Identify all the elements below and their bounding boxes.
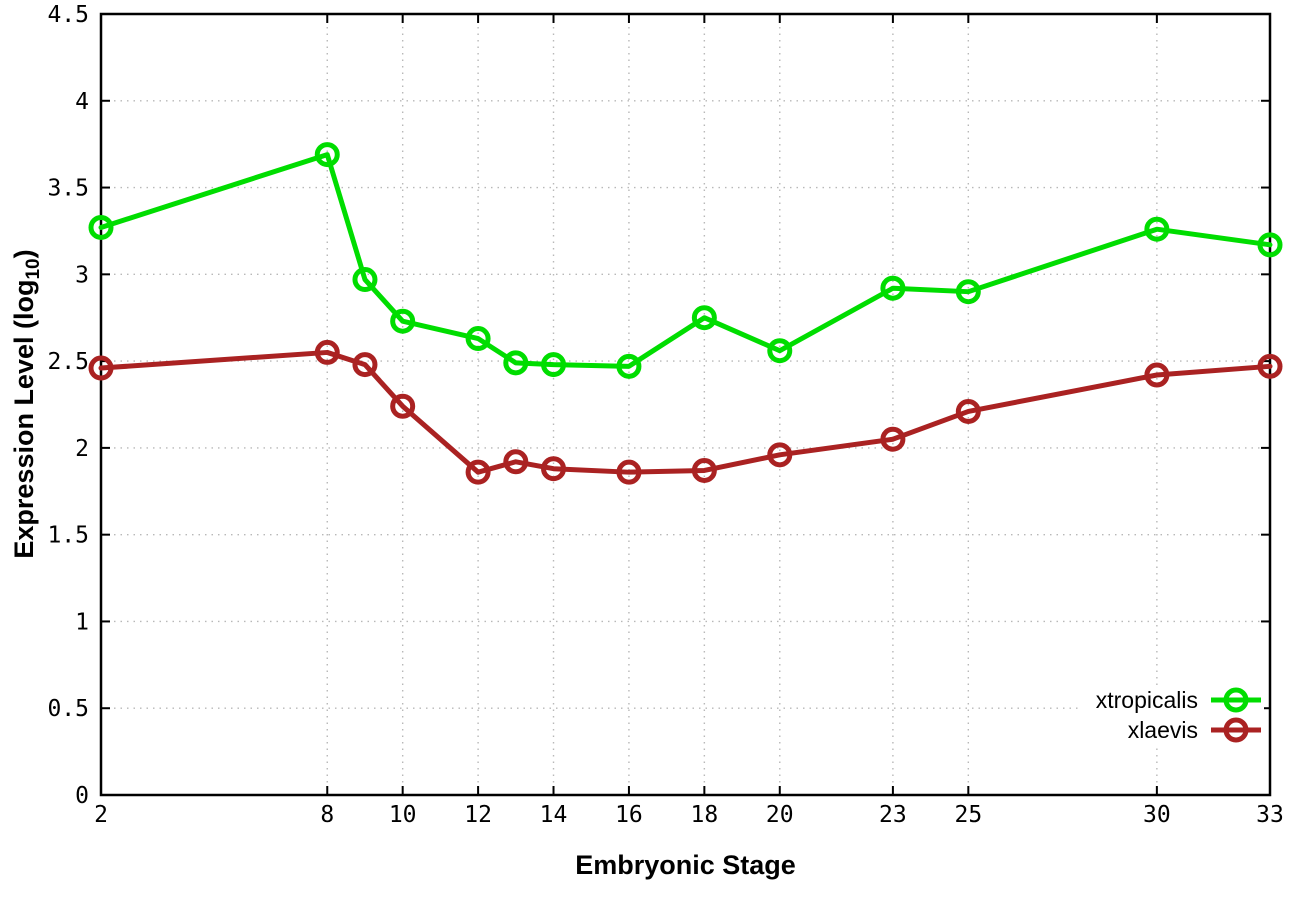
legend-line-sample-icon [1211, 687, 1261, 713]
data-point-xtropicalis [390, 308, 416, 334]
x-tick-label: 2 [94, 802, 108, 828]
x-tick-label: 33 [1256, 802, 1284, 828]
x-tick-label: 10 [389, 802, 417, 828]
y-tick-label: 2.5 [47, 349, 89, 375]
x-tick-label: 12 [464, 802, 492, 828]
series-line-xlaevis [98, 349, 1273, 475]
data-point-xlaevis [1144, 362, 1170, 388]
y-tick-label: 4 [75, 89, 89, 115]
data-point-xtropicalis [314, 142, 340, 168]
data-point-xlaevis [314, 339, 340, 365]
data-point-xlaevis [465, 459, 491, 485]
legend-item-xtropicalis: xtropicalis [1081, 685, 1264, 715]
legend-label: xtropicalis [1095, 686, 1198, 713]
series-line-xtropicalis [98, 152, 1273, 369]
data-point-xlaevis [88, 355, 114, 381]
data-point-xtropicalis [88, 214, 114, 240]
x-tick-label: 25 [954, 802, 982, 828]
y-tick-label: 4.5 [47, 2, 89, 28]
data-point-xlaevis [955, 398, 981, 424]
data-point-xtropicalis [1257, 232, 1283, 258]
data-point-xlaevis [767, 442, 793, 468]
legend-label: xlaevis [1127, 716, 1198, 743]
y-tick-label: 1.5 [47, 523, 89, 549]
data-point-xlaevis [1257, 353, 1283, 379]
legend-item-xlaevis: xlaevis [1113, 715, 1264, 745]
data-point-xtropicalis [955, 279, 981, 305]
data-point-xlaevis [541, 456, 567, 482]
y-tick-label: 0.5 [47, 696, 89, 722]
y-tick-label: 3 [75, 262, 89, 288]
y-tick-label: 1 [75, 609, 89, 635]
data-point-xtropicalis [465, 326, 491, 352]
data-point-xtropicalis [503, 350, 529, 376]
data-point-xtropicalis [352, 267, 378, 293]
data-point-xtropicalis [541, 352, 567, 378]
y-axis-title: Expression Level (log10) [9, 249, 44, 559]
data-point-xtropicalis [1144, 216, 1170, 242]
data-point-xlaevis [880, 426, 906, 452]
y-tick-label: 3.5 [47, 176, 89, 202]
x-tick-label: 30 [1143, 802, 1171, 828]
data-point-xtropicalis [880, 275, 906, 301]
x-axis-title: Embryonic Stage [575, 850, 796, 880]
y-axis-title-subscript: 10 [23, 258, 44, 280]
y-tick-label: 0 [75, 783, 89, 809]
y-tick-label: 2 [75, 436, 89, 462]
data-point-xlaevis [390, 393, 416, 419]
x-tick-label: 16 [615, 802, 643, 828]
data-point-xlaevis [503, 449, 529, 475]
x-tick-label: 23 [879, 802, 907, 828]
data-point-xtropicalis [767, 338, 793, 364]
legend-line-sample-icon [1211, 717, 1261, 743]
data-point-xtropicalis [691, 305, 717, 331]
plot-border [99, 12, 1272, 797]
data-point-xlaevis [616, 459, 642, 485]
x-tick-label: 18 [691, 802, 719, 828]
legend: xtropicalis xlaevis [1081, 685, 1264, 745]
x-tick-label: 8 [320, 802, 334, 828]
x-tick-label: 14 [540, 802, 568, 828]
data-point-xtropicalis [616, 353, 642, 379]
data-point-xlaevis [691, 457, 717, 483]
x-tick-label: 20 [766, 802, 794, 828]
data-point-xlaevis [352, 352, 378, 378]
